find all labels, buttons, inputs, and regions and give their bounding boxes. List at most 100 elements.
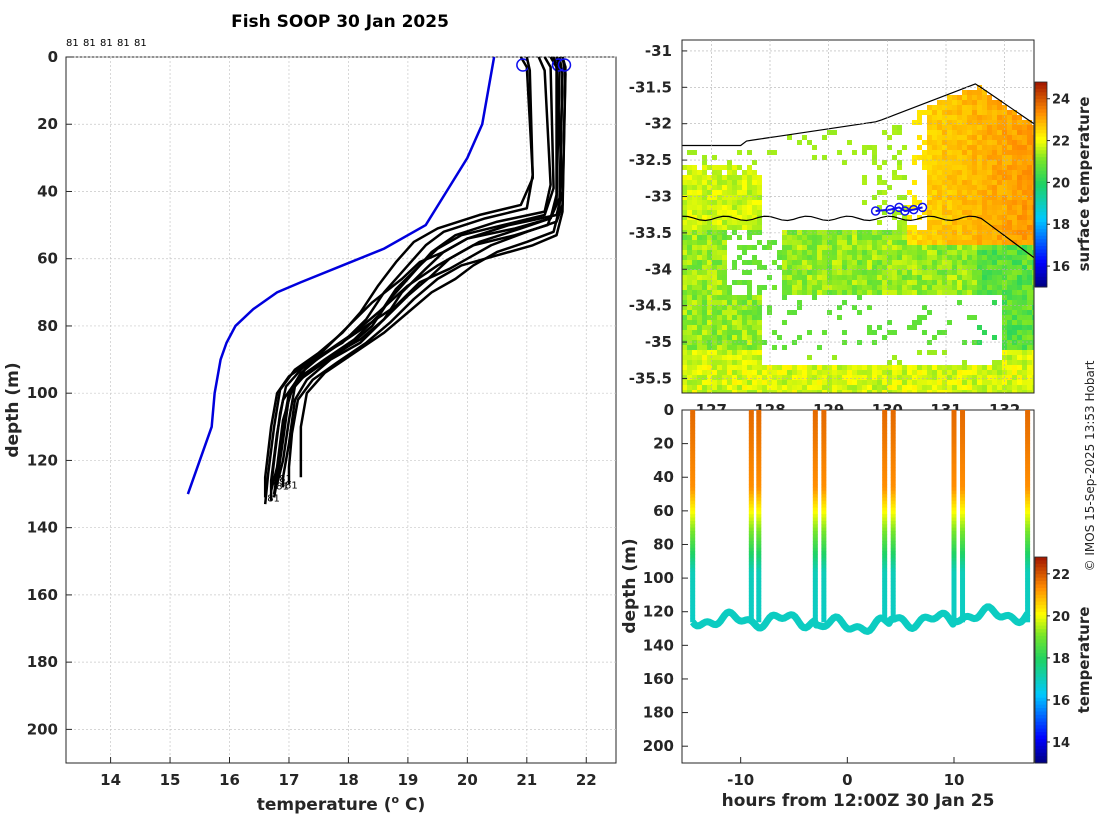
- map-colorbar-swatch: [1035, 174, 1047, 179]
- sst-cell: [967, 175, 972, 180]
- sst-cell: [767, 375, 772, 380]
- section-cast-cell: [951, 581, 957, 586]
- sst-cell: [1027, 295, 1032, 300]
- sst-cell: [757, 350, 762, 355]
- sst-cell: [812, 275, 817, 280]
- sst-cell: [822, 135, 827, 140]
- sst-cell: [867, 285, 872, 290]
- sst-cell: [862, 290, 867, 295]
- sst-cell: [1012, 190, 1017, 195]
- sst-cell: [887, 185, 892, 190]
- sst-cell: [877, 290, 882, 295]
- sst-cell: [1022, 300, 1027, 305]
- sst-cell: [917, 290, 922, 295]
- sst-cell: [732, 175, 737, 180]
- sst-cell: [977, 180, 982, 185]
- sst-cell: [877, 230, 882, 235]
- sst-cell: [952, 265, 957, 270]
- sst-cell: [737, 355, 742, 360]
- section-colorbar-swatch: [1035, 660, 1047, 664]
- map-colorbar-swatch: [1035, 280, 1047, 285]
- profile-start-marker: [557, 58, 572, 72]
- sst-cell: [977, 90, 982, 95]
- section-cast-cell: [1025, 497, 1031, 502]
- sst-cell: [832, 390, 837, 393]
- section-cast-cell: [756, 544, 762, 549]
- section-cast-cell: [882, 554, 888, 559]
- sst-cell: [717, 390, 722, 393]
- section-cast-cell: [960, 430, 966, 435]
- sst-cell: [842, 390, 847, 393]
- sst-cell: [772, 240, 777, 245]
- sst-cell: [1032, 195, 1034, 200]
- sst-cell: [1007, 125, 1012, 130]
- section-cast-cell: [690, 426, 696, 431]
- sst-cell: [932, 280, 937, 285]
- section-cast-cell: [821, 443, 827, 448]
- sst-cell: [977, 290, 982, 295]
- sst-cell: [702, 270, 707, 275]
- section-cast-cell: [1025, 430, 1031, 435]
- sst-cell: [707, 210, 712, 215]
- sst-cell: [972, 190, 977, 195]
- sst-cell: [912, 155, 917, 160]
- section-cast-cell: [748, 457, 754, 461]
- sst-cell: [977, 385, 982, 390]
- sst-cell: [837, 265, 842, 270]
- section-cast-cell: [812, 601, 818, 606]
- section-cast-cell: [960, 557, 966, 562]
- map-colorbar-swatch: [1035, 112, 1047, 117]
- section-cast-cell: [951, 507, 957, 512]
- sst-cell: [1012, 375, 1017, 380]
- sst-cell: [782, 390, 787, 393]
- section-cast-cell: [960, 443, 966, 448]
- section-cast-cell: [821, 551, 827, 556]
- sst-cell: [977, 235, 982, 240]
- section-cast-cell: [882, 561, 888, 566]
- sst-cell: [682, 350, 687, 355]
- sst-cell: [977, 130, 982, 135]
- sst-cell: [857, 370, 862, 375]
- sst-cell: [1027, 265, 1032, 270]
- sst-cell: [757, 355, 762, 360]
- sst-cell: [757, 190, 762, 195]
- sst-cell: [917, 110, 922, 115]
- sst-cell: [987, 140, 992, 145]
- sst-cell: [947, 170, 952, 175]
- sst-cell: [682, 370, 687, 375]
- sst-cell: [872, 275, 877, 280]
- sst-cell: [867, 370, 872, 375]
- sst-cell: [692, 290, 697, 295]
- sst-cell: [882, 365, 887, 370]
- section-cast-cell: [748, 463, 754, 468]
- section-cast-cell: [1025, 514, 1031, 519]
- sst-cell: [812, 265, 817, 270]
- sst-cell: [812, 155, 817, 160]
- sst-cell: [877, 255, 882, 260]
- section-cast-cell: [951, 574, 957, 579]
- sst-cell: [952, 210, 957, 215]
- sst-cell: [937, 190, 942, 195]
- sst-cell: [932, 175, 937, 180]
- sst-cell: [767, 245, 772, 250]
- sst-cell: [932, 375, 937, 380]
- sst-cell: [717, 285, 722, 290]
- section-cast-cell: [821, 510, 827, 515]
- sst-cell: [972, 245, 977, 250]
- section-cast-cell: [690, 423, 696, 428]
- sst-cell: [687, 320, 692, 325]
- sst-cell: [1002, 265, 1007, 270]
- sst-cell: [1007, 235, 1012, 240]
- sst-cell: [912, 120, 917, 125]
- sst-cell: [862, 245, 867, 250]
- sst-cell: [942, 110, 947, 115]
- sst-cell: [822, 270, 827, 275]
- sst-cell: [722, 345, 727, 350]
- section-cast-cell: [960, 453, 966, 458]
- sst-cell: [922, 265, 927, 270]
- sst-cell: [742, 270, 747, 275]
- sst-cell: [1012, 225, 1017, 230]
- sst-cell: [937, 375, 942, 380]
- sst-cell: [707, 315, 712, 320]
- sst-cell: [932, 290, 937, 295]
